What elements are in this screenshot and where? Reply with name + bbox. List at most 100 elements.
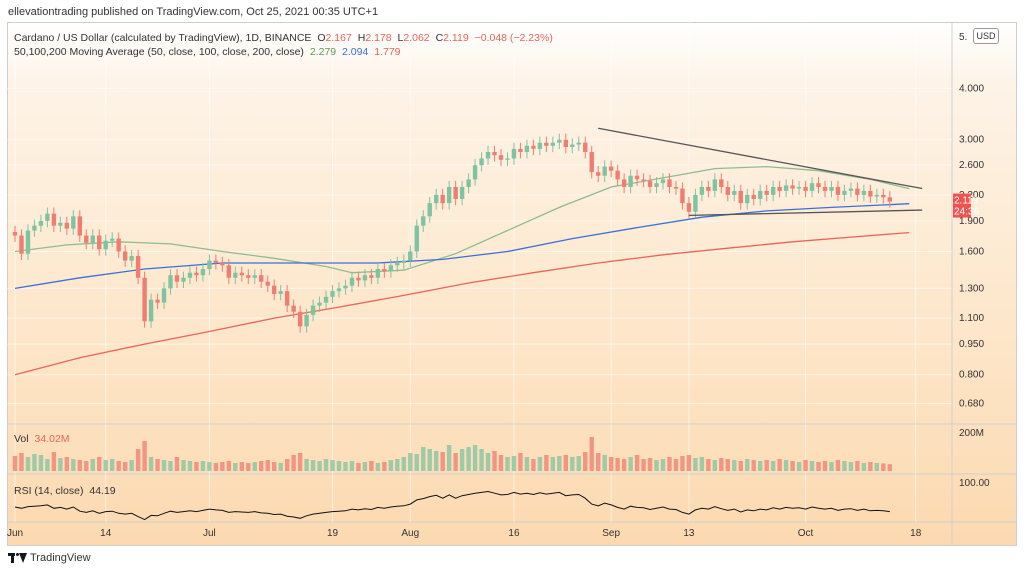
volume-bar [395,459,400,471]
rsi-legend: RSI (14, close) 44.19 [14,485,119,497]
volume-bar [803,460,808,471]
volume-bar [375,463,381,471]
currency-button[interactable]: USD [973,28,999,44]
volume-bar [440,452,445,471]
volume-bar [71,459,76,471]
volume-bar [265,460,270,471]
candle-body [233,272,238,278]
candle-body [822,186,828,191]
volume-bar [809,461,815,471]
volume-bar [492,451,497,471]
x-tick-label: 14 [100,528,112,539]
volume-bar [699,457,705,471]
volume-bar [557,456,562,471]
x-tick-label: 13 [683,528,695,539]
candle-body [485,152,491,159]
candle-body [213,260,219,263]
volume-bar [596,453,601,471]
candle-body [641,179,646,181]
last-price-tag [953,193,971,218]
candle-body [421,216,426,226]
candle-body [596,172,601,176]
candle-body [330,291,335,297]
candle-body [524,145,530,153]
volume-bar [829,462,834,471]
x-tick-label: 16 [508,528,520,539]
volume-bar [58,458,63,471]
candle-body [466,179,471,187]
candle-body [628,175,633,187]
volume-bar [848,462,854,471]
volume-bar [524,457,530,471]
candle-body [395,262,400,266]
ohlc-close: 2.119 [443,32,469,44]
candle-body [77,216,82,236]
volume-bar [252,462,257,471]
volume-bar [110,459,115,471]
candle-body [58,222,63,226]
volume-bar [116,461,121,471]
rsi-line [14,490,890,521]
volume-bar [200,461,206,471]
volume-bar [323,459,329,471]
candle-body [725,186,730,195]
volume-bar [835,460,841,471]
volume-bar [667,457,672,471]
candle-body [777,186,782,191]
volume-legend: Vol 34.02M [14,433,73,445]
volume-bar [602,455,607,471]
candle-body [492,152,497,156]
volume-bar [32,454,37,471]
candle-body [738,190,743,204]
volume-bar [187,461,193,471]
candle-body [732,190,737,195]
candle-body [589,152,594,173]
volume-bar [498,455,504,471]
trendline-lower [688,209,923,217]
volume-bar [466,447,471,471]
volume-bar [777,459,782,471]
volume-axis-label: 200M [959,428,984,439]
tradingview-footer: TradingView [8,552,91,564]
candle-body [12,232,18,236]
volume-bar [576,456,581,471]
y-tick-label: 1.300 [959,283,984,294]
volume-bar [284,459,290,471]
candle-body [796,186,802,189]
candle-body [440,194,445,204]
volume-bar [712,460,718,471]
volume-bar [628,457,633,471]
volume-bar [226,461,232,471]
candle-body [427,203,432,217]
candle-body [25,230,31,254]
y-tick-label: 1.600 [959,246,984,257]
chart-canvas[interactable]: Jun 14 Jul 19 Aug 16 Sep 13 Oct 18 4.000 3.000 2.600… [7,22,1017,546]
candle-body [135,255,141,278]
volume-bar [161,460,167,471]
volume-bar [654,460,659,471]
volume-bar [706,459,711,471]
candle-body [887,197,892,202]
candle-body [32,225,37,231]
candle-body [842,190,847,195]
candle-body [259,275,264,282]
volume-bar [122,462,128,471]
volume-bar [12,456,18,471]
volume-bar [259,461,264,471]
price-change: −0.048 (−2.23%) [474,32,553,44]
volume-bar [51,452,57,471]
candle-body [323,296,329,303]
candle-body [110,238,115,241]
volume-value: 34.02M [34,433,70,445]
candle-body [621,179,627,187]
volume-bar [304,459,309,471]
candle-body [855,188,860,195]
volume-bar [233,463,238,471]
volume-bar [317,461,322,471]
candle-body [64,222,70,229]
candle-body [576,142,581,145]
volume-bar [790,461,795,471]
candle-body [472,165,478,180]
volume-bar [855,461,860,471]
volume-bar [45,459,50,471]
